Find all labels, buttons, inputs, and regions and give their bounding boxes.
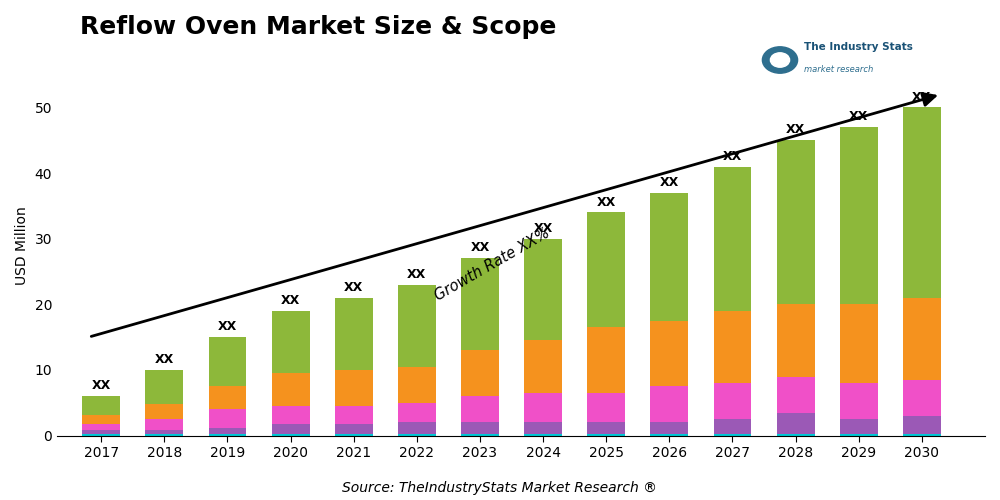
Bar bbox=[272, 434, 310, 436]
Bar bbox=[650, 321, 688, 386]
Bar bbox=[82, 424, 120, 430]
Bar bbox=[714, 419, 751, 434]
Bar bbox=[903, 108, 941, 298]
Text: XX: XX bbox=[407, 268, 426, 280]
Bar bbox=[650, 422, 688, 434]
Bar bbox=[840, 127, 878, 304]
Bar bbox=[209, 337, 246, 386]
Bar bbox=[587, 434, 625, 436]
Bar bbox=[903, 434, 941, 436]
Text: XX: XX bbox=[912, 90, 931, 104]
Text: Reflow Oven Market Size & Scope: Reflow Oven Market Size & Scope bbox=[80, 15, 556, 39]
Text: XX: XX bbox=[849, 110, 868, 123]
Text: XX: XX bbox=[533, 222, 553, 235]
Bar bbox=[903, 380, 941, 416]
Text: XX: XX bbox=[597, 196, 616, 208]
Text: The Industry Stats: The Industry Stats bbox=[804, 42, 913, 52]
Bar bbox=[650, 386, 688, 422]
Text: XX: XX bbox=[281, 294, 300, 307]
Bar bbox=[714, 166, 751, 311]
Bar bbox=[714, 311, 751, 383]
Bar bbox=[209, 434, 246, 436]
Bar bbox=[335, 298, 373, 370]
Bar bbox=[650, 193, 688, 321]
Bar bbox=[524, 434, 562, 436]
Bar bbox=[777, 304, 815, 376]
Bar bbox=[272, 406, 310, 424]
Bar bbox=[145, 370, 183, 404]
Text: XX: XX bbox=[723, 150, 742, 162]
Bar bbox=[209, 386, 246, 409]
Bar bbox=[587, 422, 625, 434]
Bar bbox=[840, 434, 878, 436]
Circle shape bbox=[762, 47, 798, 73]
Bar bbox=[903, 416, 941, 434]
Bar bbox=[461, 434, 499, 436]
Bar bbox=[209, 410, 246, 428]
Bar bbox=[461, 258, 499, 350]
Bar bbox=[335, 406, 373, 424]
Bar bbox=[272, 373, 310, 406]
Bar bbox=[335, 434, 373, 436]
Text: Growth Rate XX%: Growth Rate XX% bbox=[432, 226, 553, 304]
Text: XX: XX bbox=[155, 353, 174, 366]
Bar bbox=[145, 430, 183, 434]
Text: XX: XX bbox=[92, 380, 111, 392]
Bar bbox=[840, 383, 878, 419]
Bar bbox=[714, 383, 751, 419]
Text: XX: XX bbox=[344, 281, 363, 294]
Bar bbox=[398, 422, 436, 434]
Bar bbox=[777, 376, 815, 412]
Bar bbox=[840, 419, 878, 434]
Bar bbox=[82, 434, 120, 436]
Bar bbox=[209, 428, 246, 434]
Bar bbox=[398, 434, 436, 436]
Text: market research: market research bbox=[804, 64, 873, 74]
Bar bbox=[777, 140, 815, 304]
Bar bbox=[524, 422, 562, 434]
Bar bbox=[587, 212, 625, 328]
Y-axis label: USD Million: USD Million bbox=[15, 206, 29, 284]
Bar bbox=[587, 393, 625, 422]
Text: XX: XX bbox=[786, 124, 805, 136]
Bar bbox=[461, 396, 499, 422]
Bar bbox=[903, 298, 941, 380]
Bar bbox=[777, 434, 815, 436]
Bar bbox=[398, 366, 436, 403]
Text: XX: XX bbox=[470, 242, 490, 254]
Bar bbox=[82, 396, 120, 414]
Bar bbox=[82, 430, 120, 434]
Text: XX: XX bbox=[660, 176, 679, 189]
Bar bbox=[524, 340, 562, 393]
Bar bbox=[777, 412, 815, 434]
Circle shape bbox=[770, 53, 790, 67]
Bar bbox=[714, 434, 751, 436]
Bar bbox=[145, 418, 183, 430]
Bar bbox=[461, 422, 499, 434]
Bar bbox=[524, 238, 562, 340]
Bar bbox=[398, 403, 436, 422]
Bar bbox=[272, 424, 310, 434]
Bar bbox=[82, 414, 120, 424]
Bar bbox=[145, 404, 183, 418]
Text: Source: TheIndustryStats Market Research ®: Source: TheIndustryStats Market Research… bbox=[342, 481, 658, 495]
Bar bbox=[461, 350, 499, 396]
Bar bbox=[840, 304, 878, 383]
Bar bbox=[335, 370, 373, 406]
Bar bbox=[272, 311, 310, 373]
Bar bbox=[524, 393, 562, 422]
Bar bbox=[587, 328, 625, 393]
Bar bbox=[145, 434, 183, 436]
Bar bbox=[650, 434, 688, 436]
Text: XX: XX bbox=[218, 320, 237, 333]
Bar bbox=[398, 284, 436, 366]
Bar bbox=[335, 424, 373, 434]
